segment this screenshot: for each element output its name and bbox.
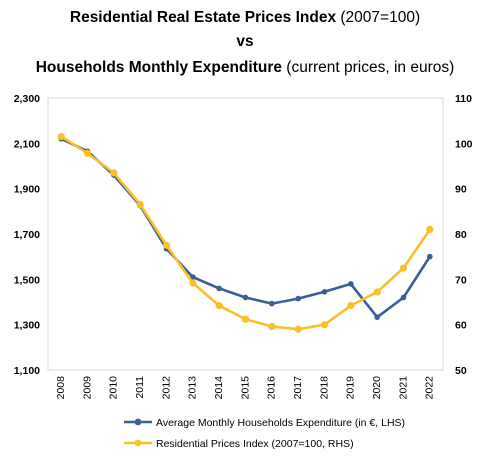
x-tick-label: 2011 — [134, 376, 146, 399]
legend-label-1: Average Monthly Households Expenditure (… — [156, 417, 405, 429]
series-2-point — [373, 288, 381, 296]
series-1-point — [348, 281, 354, 287]
y-left-tick-label: 1,500 — [14, 274, 40, 286]
series-2-point — [215, 302, 223, 310]
series-1-point — [400, 294, 407, 301]
legend-marker-1 — [134, 418, 142, 426]
y-right-tick-label: 50 — [455, 365, 467, 377]
series-2-point — [136, 200, 144, 209]
title-rest-part: (2007=100) — [336, 9, 421, 26]
chart-title-line-1: Residential Real Estate Prices Index (20… — [0, 8, 490, 28]
x-tick-label: 2020 — [371, 376, 383, 400]
plot-area-border — [47, 97, 444, 371]
series-1-point — [427, 253, 433, 260]
series-1-point — [295, 295, 301, 302]
x-tick-label: 2015 — [239, 376, 251, 400]
x-tick-label: 2018 — [318, 376, 330, 400]
y-left-tick-label: 2,300 — [14, 93, 40, 105]
x-tick-label: 2014 — [213, 376, 225, 400]
y-left-tick-label: 1,300 — [14, 320, 40, 332]
x-tick-label: 2010 — [108, 376, 120, 400]
y-left-tick-label: 2,100 — [14, 138, 40, 150]
y-right-tick-label: 100 — [455, 138, 473, 150]
series-1-point — [216, 285, 222, 292]
series-1-point — [374, 314, 380, 320]
title-bold-part: Residential Real Estate Prices Index — [69, 9, 337, 26]
series-2-point — [241, 315, 250, 323]
series-2-point — [189, 279, 197, 287]
series-2-point — [110, 169, 118, 177]
series-2-point — [83, 149, 92, 157]
y-left-tick-label: 1,900 — [14, 184, 40, 196]
series-2-point — [399, 264, 408, 272]
subtitle-bold-part: Households Monthly Expenditure — [35, 59, 282, 76]
y-right-tick-label: 70 — [455, 274, 467, 286]
chart-title-line-2: vs — [236, 33, 254, 50]
y-right-tick-label: 60 — [455, 320, 467, 332]
series-2-point — [268, 322, 276, 331]
x-tick-label: 2021 — [397, 376, 409, 400]
series-2-point — [57, 132, 65, 141]
y-left-tick-label: 1,700 — [14, 229, 40, 241]
x-tick-label: 2017 — [292, 376, 304, 400]
x-tick-label: 2016 — [266, 376, 278, 400]
series-2-point — [320, 321, 329, 329]
series-line-2 — [60, 135, 431, 331]
x-tick-label: 2019 — [345, 376, 357, 400]
chart-title-line-3: Households Monthly Expenditure (current … — [0, 58, 490, 78]
series-2-point — [294, 325, 302, 333]
legend-marker-2 — [134, 439, 142, 447]
y-left-tick-label: 1,100 — [14, 365, 40, 377]
x-tick-label: 2022 — [424, 376, 436, 400]
y-right-tick-label: 90 — [455, 184, 467, 196]
series-2-point — [347, 302, 355, 310]
x-tick-label: 2013 — [187, 376, 199, 400]
series-1-point — [242, 294, 249, 301]
series-1-point — [269, 300, 275, 307]
x-tick-label: 2012 — [160, 376, 172, 400]
x-tick-label: 2008 — [55, 376, 67, 400]
y-right-tick-label: 110 — [455, 93, 472, 105]
legend-label-2: Residential Prices Index (2007=100, RHS) — [156, 438, 354, 450]
subtitle-rest-part: (current prices, in euros) — [282, 59, 455, 76]
series-1-point — [321, 289, 328, 295]
series-1-point — [190, 274, 196, 280]
series-2-point — [162, 241, 171, 249]
y-right-tick-label: 80 — [455, 229, 467, 241]
series-2-point — [426, 225, 434, 234]
x-tick-label: 2009 — [81, 376, 93, 400]
